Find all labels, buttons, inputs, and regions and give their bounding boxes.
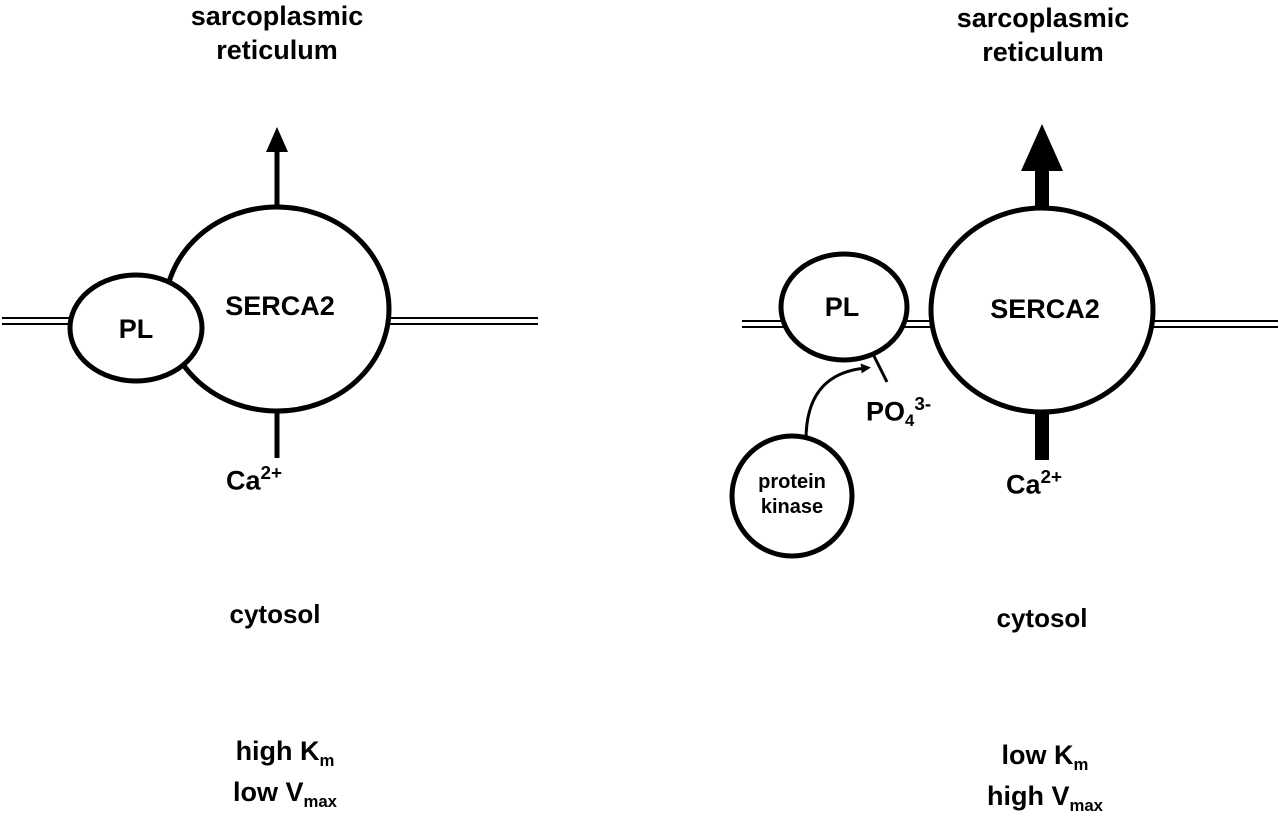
phosphate-symbol: PO (866, 396, 906, 427)
right-sr-label-line2: reticulum (982, 36, 1104, 67)
protein-kinase-circle (729, 433, 855, 559)
right-pl-label: PL (824, 292, 860, 322)
right-ca-flux-upper (1035, 168, 1049, 213)
left-km-line: high Km (170, 732, 400, 773)
right-ca-label: Ca2+ (1006, 466, 1126, 502)
right-kinetics-label: low Km high Vmax (930, 736, 1160, 818)
right-flux-arrowhead (1021, 124, 1063, 171)
phosphate-charge: 3- (914, 394, 932, 415)
left-flux-arrowhead (266, 127, 288, 152)
left-cytosol-label: cytosol (229, 599, 321, 629)
right-cytosol-label: cytosol (996, 603, 1088, 633)
left-kinetics-label: high Km low Vmax (170, 732, 400, 814)
right-vmax-sub: max (1069, 795, 1104, 815)
left-membrane (2, 317, 538, 325)
left-sr-label: sarcoplasmic reticulum (170, 0, 384, 68)
right-sr-label: sarcoplasmic reticulum (936, 2, 1150, 70)
left-sr-label-line2: reticulum (216, 34, 338, 65)
right-membrane (742, 320, 1278, 328)
left-panel-drawing (2, 127, 538, 458)
phosphate-label: PO43- (866, 393, 976, 432)
right-km-text: low K (1001, 740, 1074, 770)
right-km-sub: m (1073, 754, 1089, 774)
left-serca2-label: SERCA2 (225, 291, 335, 321)
left-vmax-sub: max (303, 791, 338, 811)
right-ca-flux-lower (1035, 410, 1049, 460)
kinase-label-line1: protein (758, 471, 826, 493)
right-vmax-text: high V (987, 781, 1070, 812)
right-panel-drawing (729, 124, 1278, 559)
right-pl-circle (778, 251, 910, 363)
left-km-text: high K (235, 736, 320, 766)
right-ca-charge: 2+ (1040, 467, 1063, 488)
right-serca2-label: SERCA2 (990, 294, 1100, 324)
phosphate-attachment-line (872, 355, 889, 383)
phosphate-subscript: 4 (905, 411, 915, 431)
left-ca-charge: 2+ (260, 463, 283, 484)
right-ca-symbol: Ca (1006, 469, 1041, 500)
right-serca2-circle (928, 205, 1156, 415)
protein-kinase-label: protein kinase (742, 470, 842, 520)
left-ca-symbol: Ca (226, 465, 261, 496)
right-vmax-line: high Vmax (930, 777, 1160, 818)
left-ca-label: Ca2+ (226, 462, 346, 498)
left-pl-circle (67, 272, 205, 384)
kinase-arrow-curve (804, 363, 871, 441)
right-sr-label-line1: sarcoplasmic (956, 3, 1130, 33)
left-sr-label-line1: sarcoplasmic (190, 1, 364, 31)
left-vmax-line: low Vmax (170, 773, 400, 814)
kinase-label-line2: kinase (760, 496, 824, 518)
right-km-line: low Km (930, 736, 1160, 777)
left-km-sub: m (319, 750, 335, 770)
left-pl-label: PL (118, 314, 154, 344)
left-vmax-text: low V (232, 777, 304, 808)
